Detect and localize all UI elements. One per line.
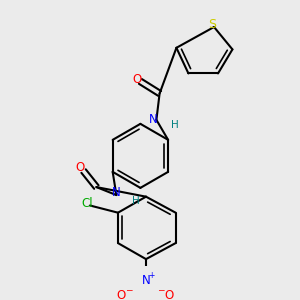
- Text: O: O: [133, 73, 142, 85]
- Text: −: −: [158, 285, 165, 294]
- Text: Cl: Cl: [81, 197, 93, 210]
- Text: N: N: [112, 186, 121, 199]
- Text: O: O: [117, 290, 126, 300]
- Text: H: H: [132, 196, 140, 206]
- Text: H: H: [171, 120, 179, 130]
- Text: O: O: [76, 161, 85, 174]
- Text: +: +: [148, 272, 155, 280]
- Text: N: N: [149, 113, 158, 126]
- Text: O: O: [165, 290, 174, 300]
- Text: N: N: [142, 274, 150, 287]
- Text: S: S: [208, 18, 216, 31]
- Text: −: −: [124, 285, 132, 294]
